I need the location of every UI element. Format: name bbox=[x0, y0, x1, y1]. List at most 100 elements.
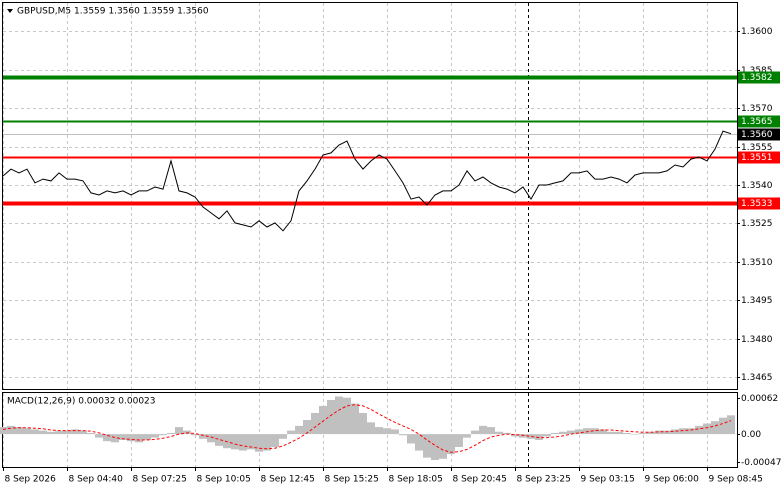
y-tick-label: 1.3480 bbox=[741, 335, 773, 345]
macd-bar bbox=[423, 434, 431, 458]
macd-bar bbox=[399, 434, 407, 436]
macd-bar bbox=[391, 429, 399, 435]
macd-bar bbox=[215, 434, 223, 446]
x-tick-label: 8 Sep 23:25 bbox=[517, 475, 571, 485]
macd-bar bbox=[311, 412, 319, 435]
macd-bar bbox=[599, 429, 607, 435]
macd-bar bbox=[351, 403, 359, 435]
macd-bar bbox=[71, 429, 79, 435]
macd-bar bbox=[663, 430, 671, 435]
macd-bar bbox=[479, 425, 487, 435]
level-label-box bbox=[738, 71, 780, 84]
macd-bar bbox=[231, 434, 239, 450]
y-tick-label: 1.3585 bbox=[741, 66, 773, 76]
macd-bar bbox=[167, 432, 175, 435]
macd-bar bbox=[559, 431, 567, 435]
x-tick-label: 9 Sep 06:00 bbox=[645, 475, 700, 485]
macd-bar bbox=[415, 434, 423, 451]
macd-bar bbox=[23, 428, 31, 435]
macd-bar bbox=[447, 434, 455, 455]
y-tick-label: 1.3540 bbox=[741, 181, 773, 191]
macd-bar bbox=[567, 430, 575, 435]
macd-bar bbox=[15, 427, 23, 435]
macd-bar bbox=[687, 428, 695, 435]
macd-bar bbox=[439, 434, 447, 459]
x-tick-label: 8 Sep 12:45 bbox=[261, 475, 315, 485]
macd-bar bbox=[703, 423, 711, 435]
macd-bar bbox=[431, 434, 439, 460]
x-tick-label: 8 Sep 04:40 bbox=[69, 475, 124, 485]
macd-bar bbox=[639, 432, 647, 435]
x-tick-label: 9 Sep 08:45 bbox=[709, 475, 763, 485]
macd-bar bbox=[175, 427, 183, 435]
macd-bar bbox=[303, 420, 311, 435]
macd-bar bbox=[463, 434, 471, 438]
macd-bar bbox=[287, 430, 295, 435]
macd-bar bbox=[727, 415, 735, 435]
macd-bar bbox=[127, 434, 135, 442]
macd-bar bbox=[495, 431, 503, 435]
macd-bar bbox=[103, 434, 111, 442]
macd-bar bbox=[31, 429, 39, 435]
macd-bar bbox=[159, 434, 167, 436]
macd-bar bbox=[471, 430, 479, 435]
macd-bar bbox=[239, 434, 247, 451]
y-tick-label: 1.3525 bbox=[741, 219, 773, 229]
macd-bar bbox=[327, 400, 335, 435]
macd-bar bbox=[455, 434, 463, 448]
y-tick-label: 0.00 bbox=[741, 430, 761, 440]
y-tick-label: 1.3600 bbox=[741, 27, 773, 37]
macd-bar bbox=[143, 434, 151, 440]
macd-bar bbox=[519, 434, 527, 438]
macd-bar bbox=[295, 425, 303, 435]
macd-bar bbox=[183, 430, 191, 435]
price-line bbox=[2, 130, 732, 232]
macd-bar bbox=[263, 434, 271, 451]
macd-bar bbox=[591, 428, 599, 435]
macd-bar bbox=[367, 422, 375, 435]
macd-bar bbox=[607, 431, 615, 435]
x-tick-label: 8 Sep 18:05 bbox=[389, 475, 443, 485]
y-tick-label: 1.3570 bbox=[741, 104, 773, 114]
macd-bar bbox=[247, 434, 255, 450]
macd-bar bbox=[671, 429, 679, 435]
macd-bar bbox=[7, 425, 15, 435]
macd-title: MACD(12,26,9) 0.00032 0.00023 bbox=[7, 397, 156, 407]
macd-bar bbox=[343, 397, 351, 435]
y-tick-label: -0.00047 bbox=[741, 458, 781, 468]
macd-bar bbox=[111, 434, 119, 443]
chart-title: GBPUSD,M5 1.3559 1.3560 1.3559 1.3560 bbox=[17, 7, 209, 17]
macd-bar bbox=[63, 430, 71, 435]
x-tick-label: 9 Sep 03:15 bbox=[581, 475, 635, 485]
macd-bar bbox=[0, 427, 7, 435]
macd-bar bbox=[55, 431, 63, 435]
macd-bar bbox=[47, 431, 55, 435]
y-tick-label: 1.3465 bbox=[741, 373, 773, 383]
macd-bar bbox=[615, 431, 623, 435]
macd-bar bbox=[407, 434, 415, 444]
macd-bar bbox=[695, 425, 703, 435]
macd-bar bbox=[359, 412, 367, 435]
macd-bar bbox=[527, 434, 535, 439]
y-tick-label: 1.3495 bbox=[741, 296, 773, 306]
macd-bar bbox=[375, 427, 383, 435]
y-tick-label: 0.00062 bbox=[741, 394, 778, 404]
last-price-box bbox=[738, 128, 780, 141]
macd-bar bbox=[487, 427, 495, 435]
macd-bar bbox=[119, 434, 127, 440]
level-label: 1.3533 bbox=[741, 199, 773, 209]
macd-bar bbox=[255, 434, 263, 452]
y-tick-label: 1.3510 bbox=[741, 258, 773, 268]
macd-bar bbox=[223, 434, 231, 449]
signal-line bbox=[2, 404, 732, 453]
macd-bar bbox=[79, 430, 87, 435]
level-label-box bbox=[738, 197, 780, 210]
macd-bar bbox=[511, 434, 519, 437]
macd-bar bbox=[199, 434, 207, 439]
x-tick-label: 8 Sep 20:45 bbox=[453, 475, 507, 485]
y-tick-label: 1.3555 bbox=[741, 143, 773, 153]
macd-bar bbox=[151, 434, 159, 438]
macd-bar bbox=[583, 428, 591, 435]
